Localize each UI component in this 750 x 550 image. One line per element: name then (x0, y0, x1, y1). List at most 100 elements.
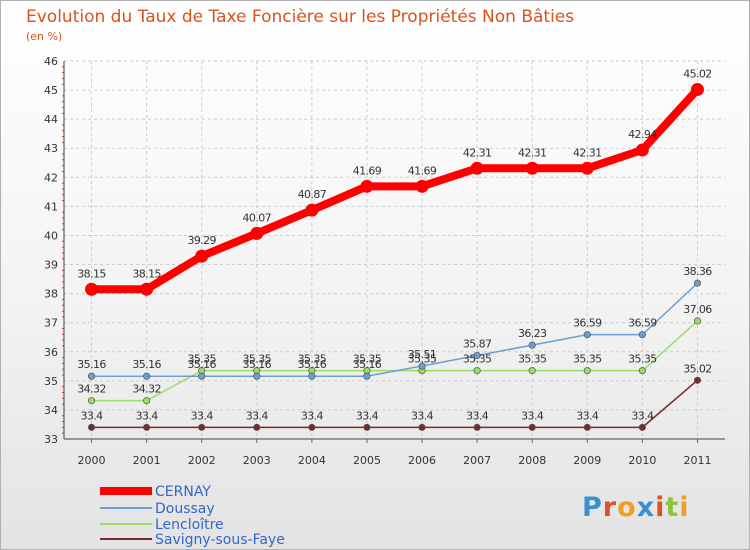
data-label: 39.29 (187, 234, 216, 247)
data-label: 40.07 (243, 211, 272, 224)
series-0-point (415, 179, 429, 193)
series-0-point (85, 282, 99, 296)
series-1-point (638, 331, 646, 339)
series-line-0 (91, 86, 701, 294)
series-3-point (528, 423, 536, 431)
data-label: 33.4 (246, 409, 269, 422)
data-label: 33.4 (466, 409, 489, 422)
chart-title: Evolution du Taux de Taxe Foncière sur l… (26, 7, 574, 27)
data-label: 36.23 (518, 327, 547, 340)
series-1-point (308, 372, 316, 380)
y-tick-label: 39 (44, 259, 58, 272)
y-tick-label: 35 (44, 375, 58, 388)
data-label: 35.51 (408, 348, 437, 361)
series-0-point (525, 161, 539, 175)
series-2-point (87, 397, 96, 405)
series-0-point (580, 161, 594, 175)
series-1-point (87, 372, 96, 380)
series-0-point (305, 203, 319, 217)
legend-label: Doussay (155, 501, 215, 517)
data-label: 33.4 (631, 409, 654, 422)
data-label: 35.35 (463, 353, 492, 366)
series-1-point (418, 362, 426, 370)
series-3-point (308, 423, 316, 431)
data-label: 33.4 (136, 409, 159, 422)
x-tick-label: 2011 (683, 454, 711, 467)
series-3-point (583, 423, 591, 431)
series-2-point (143, 397, 151, 405)
x-tick-label: 2001 (133, 454, 161, 467)
data-label: 33.4 (191, 409, 214, 422)
data-label: 37.06 (683, 303, 712, 316)
y-tick-label: 40 (44, 229, 58, 242)
data-label: 41.69 (353, 164, 382, 177)
y-tick-label: 33 (44, 433, 58, 446)
x-tick-label: 2007 (463, 454, 491, 467)
series-1-point (583, 331, 591, 339)
series-0-point (635, 143, 649, 157)
x-tick-label: 2003 (243, 454, 271, 467)
data-label: 34.32 (77, 383, 106, 396)
data-label: 35.35 (573, 353, 602, 366)
proxiti-logo: Proxiti (582, 492, 689, 523)
data-label: 42.31 (518, 146, 547, 159)
data-label: 35.35 (243, 353, 272, 366)
chart-subtitle: (en %) (26, 30, 62, 43)
series-1-point (473, 351, 481, 360)
data-label: 45.02 (683, 67, 712, 80)
x-tick-label: 2006 (408, 454, 436, 467)
series-1-point (198, 372, 206, 380)
data-label: 35.16 (353, 358, 382, 371)
y-tick-label: 37 (44, 317, 58, 330)
x-tick-label: 2010 (628, 454, 656, 467)
data-label: 40.87 (298, 188, 327, 201)
data-labels: 33.4 33.4 33.4 33.4 33.4 33.4 33.4 33.4 33.4 33.4… (77, 67, 713, 422)
data-label: 35.16 (298, 358, 327, 371)
y-tick-label: 42 (44, 171, 58, 184)
x-tick-label: 2005 (353, 454, 381, 467)
data-label: 38.15 (77, 267, 106, 280)
data-label: 35.35 (187, 353, 216, 366)
series-1-point (693, 279, 702, 287)
y-tick-label: 38 (44, 288, 58, 301)
axes: 33 34 35 36 37 38 39 40 41 42 43 44 45 46 2000 2001 2002… (44, 55, 725, 467)
data-label: 35.16 (132, 358, 161, 371)
data-label: 35.35 (518, 353, 547, 366)
y-tick-label: 34 (44, 404, 58, 417)
series-3-point (198, 423, 206, 431)
series-lines (85, 82, 704, 431)
y-tick-label: 43 (44, 142, 58, 155)
series-2-point (473, 367, 481, 375)
data-label: 33.4 (521, 409, 544, 422)
data-label: 35.35 (408, 353, 437, 366)
x-tick-label: 2009 (573, 454, 601, 467)
series-1-point (528, 341, 536, 349)
data-label: 35.16 (243, 358, 272, 371)
series-2-point (638, 367, 646, 375)
data-label: 42.31 (573, 146, 602, 159)
series-0-point (195, 249, 209, 263)
series-3-point (418, 423, 426, 431)
y-tick-label: 45 (44, 84, 58, 97)
data-label: 35.35 (353, 353, 382, 366)
series-3-point (693, 376, 702, 384)
series-line-2 (91, 320, 698, 402)
data-label: 33.4 (576, 409, 599, 422)
data-label: 41.69 (408, 164, 437, 177)
series-2-point (693, 317, 702, 325)
series-0-point (360, 179, 374, 193)
data-label: 35.87 (463, 338, 492, 351)
series-0-point (690, 82, 704, 96)
series-2-point (583, 367, 591, 375)
legend-label: Lencloître (155, 517, 224, 533)
data-label: 35.02 (683, 362, 712, 375)
data-label: 33.4 (411, 409, 434, 422)
data-label: 38.36 (683, 265, 712, 278)
series-line-3 (91, 379, 698, 429)
series-1-point (143, 372, 151, 380)
series-0-point (250, 226, 264, 240)
data-label: 33.4 (80, 409, 103, 422)
data-label: 36.59 (573, 317, 602, 330)
y-tick-label: 36 (44, 346, 58, 359)
